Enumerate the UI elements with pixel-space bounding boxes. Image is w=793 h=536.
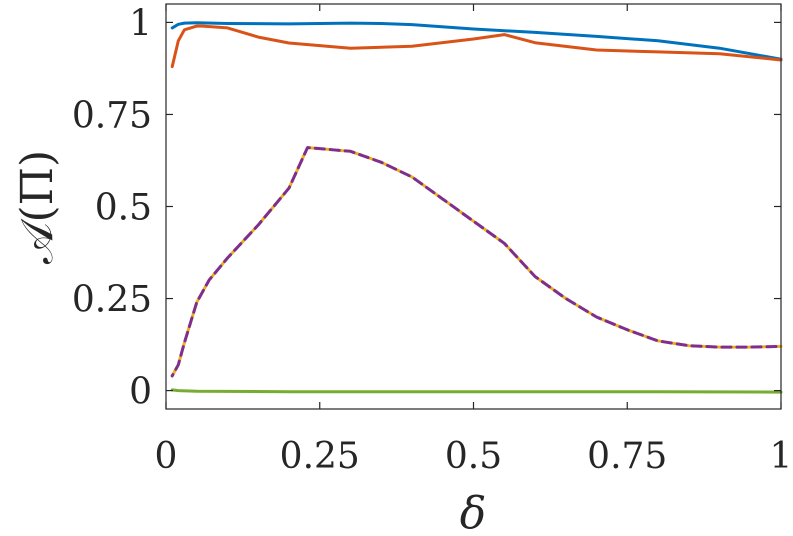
x-tick-label: 0 [155,436,178,477]
y-tick-label: 1 [129,3,152,44]
series-line-2 [170,24,783,69]
x-tick-label: 1 [770,436,793,477]
plot-frame [165,3,782,410]
y-tick-label: 0.25 [72,280,152,321]
series-line-5 [170,388,783,394]
series-line-4 [170,146,783,378]
y-tick-label: 0.5 [95,188,152,229]
x-axis-label: δ [460,488,487,536]
x-tick-label: 0.5 [445,436,502,477]
series-line-1 [170,21,783,61]
y-axis-label: 𝒜(Π) [12,150,63,264]
y-tick-label: 0 [129,372,152,413]
x-tick-label: 0.75 [587,436,667,477]
series-layer [170,21,783,394]
tick-layer: 0 0.25 0.5 0.75 1 0 0.25 0.5 0.75 1 [72,3,793,477]
y-tick-label: 0.75 [72,95,152,136]
plot-background [166,4,781,409]
x-tick-label: 0.25 [280,436,360,477]
